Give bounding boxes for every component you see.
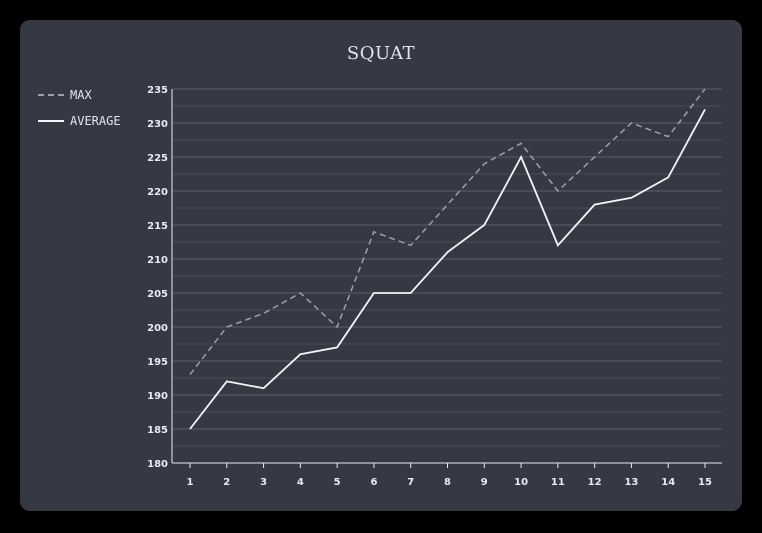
y-tick-label: 235 — [147, 85, 168, 96]
x-tick-label: 8 — [444, 477, 451, 488]
x-tick-label: 10 — [514, 477, 528, 488]
x-tick-label: 12 — [588, 477, 602, 488]
y-tick-label: 195 — [147, 357, 168, 368]
legend-item-average: AVERAGE — [38, 108, 121, 134]
chart-legend: MAX AVERAGE — [38, 82, 121, 134]
x-tick-label: 4 — [297, 477, 304, 488]
x-tick-label: 6 — [370, 477, 377, 488]
x-tick-label: 1 — [187, 477, 194, 488]
legend-label-average: AVERAGE — [70, 114, 121, 128]
y-tick-label: 190 — [147, 391, 168, 402]
legend-swatch-max — [38, 94, 64, 96]
x-tick-label: 11 — [551, 477, 565, 488]
x-tick-label: 14 — [661, 477, 675, 488]
y-tick-label: 180 — [147, 459, 168, 470]
x-tick-label: 7 — [407, 477, 414, 488]
x-tick-label: 2 — [223, 477, 230, 488]
legend-item-max: MAX — [38, 82, 121, 108]
y-tick-label: 215 — [147, 221, 168, 232]
y-tick-label: 185 — [147, 425, 168, 436]
x-tick-label: 15 — [698, 477, 712, 488]
y-tick-label: 210 — [147, 255, 168, 266]
y-tick-label: 200 — [147, 323, 168, 334]
x-tick-label: 9 — [481, 477, 488, 488]
y-tick-label: 205 — [147, 289, 168, 300]
chart-title: SQUAT — [346, 43, 416, 64]
x-tick-label: 13 — [624, 477, 638, 488]
series-line-max — [189, 88, 706, 376]
x-tick-label: 5 — [334, 477, 341, 488]
x-tick-label: 3 — [260, 477, 267, 488]
legend-swatch-average — [38, 120, 64, 122]
y-tick-label: 225 — [147, 153, 168, 164]
y-tick-label: 220 — [147, 187, 168, 198]
y-tick-label: 230 — [147, 119, 168, 130]
legend-label-max: MAX — [70, 88, 92, 102]
